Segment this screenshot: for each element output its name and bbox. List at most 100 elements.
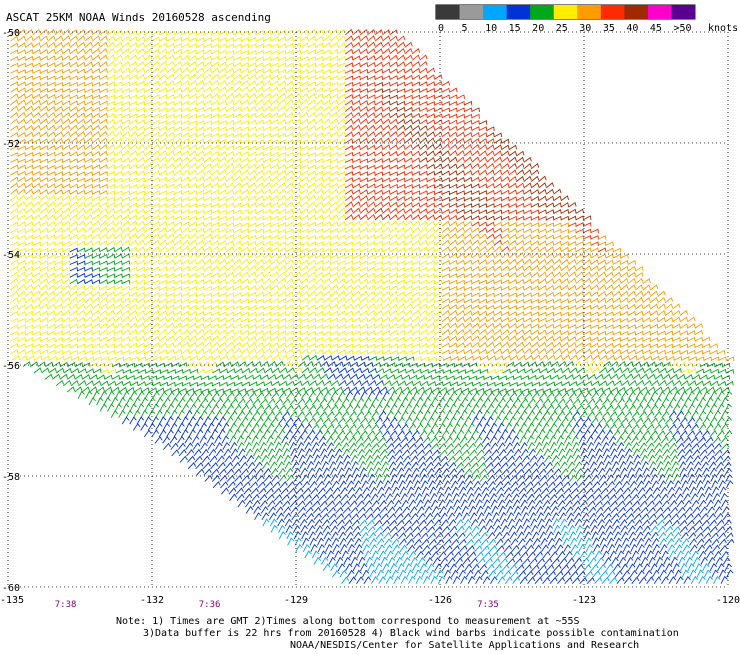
wind-barb [449,226,458,233]
wind-barb [114,150,123,157]
wind-barb [344,48,354,55]
wind-barb [337,151,346,157]
wind-barb [114,208,123,214]
wind-barb [121,239,131,246]
wind-barb [158,137,168,144]
wind-barb [62,183,71,189]
wind-barb [225,79,235,87]
wind-barb [62,247,71,253]
wind-barb [337,220,346,227]
wind-barb [330,118,339,125]
wind-barb [553,215,562,221]
wind-barb [359,118,369,125]
wind-barb [263,215,272,221]
wind-barb [412,177,421,183]
wind-barb [575,208,584,214]
wind-barb [322,99,331,106]
wind-barb [523,195,532,202]
wind-barb [218,222,227,227]
wind-barb [277,182,287,189]
wind-barb [434,220,443,227]
wind-barb [196,221,205,227]
wind-barb [225,278,235,285]
wind-barb [144,246,153,253]
wind-barb [397,226,406,233]
wind-barb [25,228,34,233]
wind-barb [270,139,279,145]
wind-barb [106,196,116,202]
wind-barb [248,68,257,74]
wind-barb [315,69,324,74]
wind-barb [136,74,145,80]
wind-barb [47,164,56,170]
wind-barb [277,247,287,253]
wind-barb [441,177,451,182]
wind-barb [330,260,339,265]
wind-barb [545,252,555,259]
wind-barb [478,132,488,138]
wind-barb [240,73,250,80]
wind-barb [114,266,123,272]
wind-barb [523,156,532,163]
wind-barb [233,169,242,176]
wind-barb [218,126,227,132]
wind-barb [345,151,354,157]
wind-barb [54,41,64,48]
wind-barb [84,41,93,48]
wind-barb [106,267,116,272]
wind-barb [434,233,443,240]
wind-barb [411,220,421,227]
wind-barb [240,278,250,285]
wind-barb [181,156,190,163]
wind-barb [188,209,198,215]
wind-barb [456,94,465,99]
wind-barb [382,207,391,214]
wind-barb [17,75,26,81]
wind-barb [367,260,376,266]
wind-barb [270,235,279,240]
wind-barb [25,265,34,272]
wind-barb [493,221,503,227]
wind-barb [523,271,532,278]
wind-barb [263,86,272,93]
wind-barb [248,278,257,285]
wind-barb [47,247,56,253]
wind-barb [471,215,480,221]
wind-barb [84,68,93,74]
wind-barb [91,233,101,240]
wind-barb [84,273,93,278]
wind-barb [434,150,443,157]
wind-barb [114,253,123,259]
wind-barb [203,203,212,208]
wind-barb [411,54,421,61]
wind-barb [114,164,123,170]
wind-barb [62,207,71,214]
wind-barb [411,107,421,112]
wind-barb [47,41,56,48]
wind-barb [136,67,145,74]
wind-barb [151,87,160,93]
wind-barb [538,258,547,265]
wind-barb [54,124,64,131]
wind-barb [10,221,19,227]
wind-barb [419,119,428,125]
wind-barb [315,182,324,189]
wind-barb [77,54,86,61]
wind-barb [77,177,86,183]
wind-barb [99,81,108,87]
wind-barb [478,227,488,233]
wind-barb [263,105,272,112]
wind-barb [516,239,525,246]
wind-barb [508,156,517,163]
wind-barb [159,203,168,208]
wind-barb [10,145,19,151]
wind-barb [203,252,212,259]
wind-barb [99,214,108,221]
wind-barb [523,209,532,215]
wind-barb [77,131,86,138]
wind-barb [240,132,250,138]
wind-barb [32,278,41,285]
wind-barb [374,112,384,119]
wind-barb [300,99,309,106]
wind-barb [478,265,488,272]
